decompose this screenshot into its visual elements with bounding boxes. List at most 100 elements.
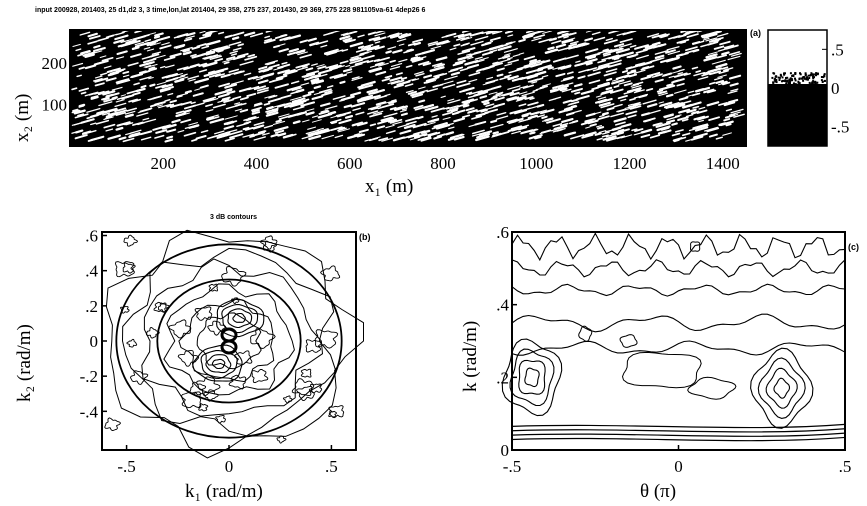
- wave-crest: [182, 48, 191, 53]
- wave-crest: [105, 33, 118, 38]
- wave-crest: [154, 101, 166, 106]
- wave-crest: [706, 101, 720, 107]
- colorbar-speckle-dot: [791, 79, 794, 82]
- wave-crest: [410, 56, 421, 62]
- wave-crest: [159, 88, 171, 93]
- x-tick-label: -.5: [503, 457, 521, 476]
- wave-crest: [605, 77, 613, 82]
- wave-crest: [413, 130, 426, 136]
- colorbar-speckle-dot: [781, 76, 784, 79]
- wave-crest: [202, 96, 217, 102]
- wave-crest: [506, 96, 518, 101]
- colorbar-speckle-dot: [780, 74, 783, 77]
- wave-crest: [619, 38, 633, 44]
- wave-crest: [107, 134, 121, 140]
- wave-crest: [518, 103, 527, 107]
- wave-crest: [568, 101, 580, 106]
- colorbar-speckle-dot: [811, 73, 814, 76]
- wave-crest: [205, 51, 216, 56]
- wave-crest: [393, 83, 404, 89]
- wave-crest: [268, 64, 280, 69]
- wave-crest: [124, 113, 134, 118]
- wave-crest: [457, 54, 473, 61]
- wave-crest: [688, 127, 701, 132]
- contour-line: [141, 258, 324, 417]
- peak-contour: [773, 377, 791, 399]
- wave-crest: [485, 103, 495, 108]
- colorbar-speckle-dot: [785, 85, 788, 88]
- colorbar-speckle-dot: [802, 79, 805, 82]
- wave-crest: [120, 38, 133, 44]
- colorbar-speckle-dot: [774, 79, 777, 82]
- wave-crest: [728, 51, 741, 56]
- wave-crest: [92, 77, 103, 82]
- wave-crest: [671, 122, 678, 126]
- wave-crest: [525, 105, 540, 111]
- wave-crest: [658, 86, 668, 91]
- colorbar-speckle-dot: [782, 79, 784, 82]
- wave-crest: [630, 69, 636, 72]
- wave-crest: [599, 114, 605, 118]
- wave-crest: [576, 95, 590, 101]
- wave-crest: [315, 129, 331, 136]
- wave-crest: [623, 75, 631, 79]
- colorbar-speckle-dot: [778, 76, 781, 79]
- wave-crest: [171, 118, 181, 124]
- wave-crest: [580, 89, 595, 95]
- wave-crest: [527, 78, 539, 83]
- colorbar-speckle-dot: [775, 81, 778, 84]
- low-k-contour: [511, 423, 846, 429]
- wave-crest: [453, 43, 461, 47]
- wave-crest: [709, 81, 716, 85]
- wave-crest: [398, 43, 405, 46]
- wave-crest: [673, 103, 686, 109]
- colorbar-speckle-dot: [809, 74, 812, 76]
- wave-crest: [569, 40, 579, 45]
- colorbar-speckle-dot: [789, 77, 792, 80]
- wave-crest: [437, 83, 444, 87]
- wave-crest: [175, 110, 185, 115]
- wave-crest: [102, 90, 116, 96]
- wave-crest: [90, 112, 104, 118]
- wave-crest: [201, 45, 210, 49]
- colorbar-speckle-dot: [801, 76, 804, 79]
- wave-crest: [341, 48, 349, 52]
- wave-crest: [510, 125, 523, 131]
- wave-crest: [666, 115, 680, 121]
- wave-crest: [611, 55, 622, 60]
- wave-crest: [195, 135, 207, 140]
- colorbar-speckle-dot: [772, 83, 775, 86]
- peak-contour: [501, 338, 563, 417]
- wave-crest: [730, 108, 744, 114]
- colorbar-speckle-dot: [821, 81, 824, 83]
- wave-crest: [447, 98, 455, 102]
- wave-crest: [445, 105, 459, 110]
- wave-crest: [130, 129, 142, 134]
- wave-crest: [541, 74, 549, 78]
- wave-crest: [485, 79, 499, 84]
- panel-b-title: 3 dB contours: [210, 214, 257, 221]
- wave-crest: [640, 75, 652, 81]
- wave-crest: [94, 82, 105, 87]
- wave-crest: [94, 75, 103, 79]
- wave-crest: [158, 103, 172, 109]
- wave-crest: [305, 111, 315, 116]
- peak-contour: [518, 359, 546, 395]
- wave-crest: [600, 103, 615, 109]
- wave-crest: [433, 122, 448, 128]
- wave-crest: [220, 73, 231, 79]
- wave-crest: [390, 99, 397, 102]
- wave-crest: [608, 59, 622, 65]
- contour-blob: [260, 235, 278, 250]
- wave-crest: [655, 122, 663, 126]
- wave-field-texture: [71, 27, 745, 143]
- wave-crest: [115, 111, 126, 116]
- wave-crest: [74, 134, 88, 140]
- wave-crest: [103, 65, 112, 69]
- wave-crest: [511, 128, 519, 132]
- colorbar-speckle-dot: [773, 72, 776, 75]
- wave-crest: [667, 101, 680, 107]
- colorbar-speckle-dot: [788, 78, 791, 81]
- wave-crest: [307, 130, 321, 136]
- wave-crest: [180, 118, 192, 124]
